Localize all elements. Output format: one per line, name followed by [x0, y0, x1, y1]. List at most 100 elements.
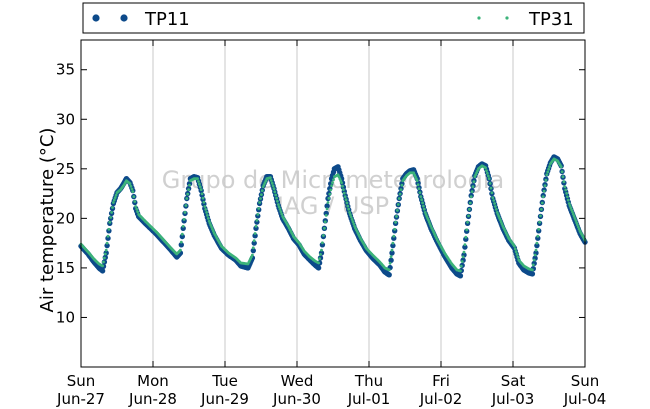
point-tp31 — [318, 257, 321, 261]
point-tp31 — [111, 206, 114, 209]
point-tp31 — [131, 190, 135, 194]
point-tp31 — [326, 201, 330, 204]
legend-box — [82, 2, 585, 34]
point-tp31 — [532, 258, 536, 262]
point-tp31 — [460, 260, 464, 263]
point-tp31 — [396, 203, 400, 206]
point-tp31 — [251, 246, 255, 250]
point-tp31 — [180, 232, 184, 236]
point-tp31 — [468, 201, 472, 205]
point-tp31 — [561, 175, 565, 179]
point-tp31 — [323, 226, 326, 230]
point-tp31 — [331, 181, 334, 185]
point-tp31 — [388, 261, 392, 265]
point-tp31 — [533, 253, 537, 257]
point-tp31 — [129, 184, 133, 188]
point-tp31 — [461, 255, 465, 259]
point-tp31 — [459, 269, 462, 273]
legend-marker-tp31-a — [477, 16, 481, 20]
point-tp31 — [317, 261, 320, 265]
point-tp31 — [421, 201, 424, 205]
point-tp31 — [389, 255, 393, 259]
point-tp31 — [350, 218, 354, 221]
point-tp31 — [419, 195, 423, 199]
point-tp31 — [547, 167, 550, 171]
point-tp11 — [180, 225, 186, 231]
point-tp11 — [324, 203, 330, 209]
point-tp31 — [494, 208, 498, 211]
point-tp31 — [468, 208, 471, 211]
point-tp31 — [514, 250, 518, 254]
point-tp31 — [560, 170, 564, 174]
point-tp31 — [183, 211, 187, 214]
point-tp31 — [396, 209, 399, 212]
point-tp31 — [104, 248, 108, 252]
point-tp31 — [465, 228, 469, 232]
point-tp31 — [344, 198, 348, 202]
point-tp31 — [188, 183, 191, 187]
point-tp31 — [538, 220, 541, 224]
point-tp31 — [202, 200, 206, 204]
point-tp31 — [400, 183, 404, 187]
point-tp11 — [535, 235, 541, 241]
point-tp31 — [576, 225, 580, 229]
point-tp31 — [534, 248, 538, 252]
point-tp31 — [280, 212, 284, 216]
point-tp31 — [393, 227, 397, 231]
point-tp31 — [548, 165, 551, 169]
point-tp31 — [346, 204, 350, 208]
point-tp31 — [467, 214, 470, 218]
point-tp31 — [471, 185, 475, 189]
point-tp31 — [342, 191, 346, 195]
point-tp31 — [464, 235, 468, 239]
point-tp31 — [107, 227, 111, 231]
point-tp11 — [388, 257, 394, 263]
point-tp31 — [565, 192, 568, 195]
point-tp31 — [114, 193, 118, 197]
point-tp31 — [566, 195, 569, 199]
point-tp31 — [349, 213, 352, 217]
point-tp31 — [571, 210, 574, 214]
point-tp31 — [328, 192, 332, 196]
point-tp31 — [341, 184, 344, 188]
point-tp31 — [340, 181, 343, 185]
point-tp31 — [397, 197, 401, 200]
point-tp31 — [564, 188, 568, 192]
point-tp31 — [196, 177, 200, 181]
point-tp31 — [206, 214, 209, 217]
point-tp31 — [486, 174, 490, 178]
point-tp31 — [540, 201, 544, 205]
point-tp31 — [260, 193, 263, 197]
point-tp31 — [112, 198, 116, 202]
plot-frame — [80, 39, 586, 368]
point-tp11 — [463, 236, 469, 242]
point-tp31 — [488, 182, 492, 185]
y-tick-label: 20 — [56, 209, 75, 227]
point-tp11 — [250, 247, 256, 254]
point-tp31 — [277, 205, 281, 209]
point-tp31 — [352, 222, 356, 226]
point-tp31 — [136, 210, 140, 214]
point-tp31 — [572, 214, 576, 218]
point-tp31 — [103, 256, 106, 260]
point-tp31 — [327, 196, 331, 200]
x-tick-label-day: Tue — [211, 372, 238, 390]
series-tp31 — [79, 157, 587, 273]
point-tp31 — [484, 166, 487, 170]
point-tp11 — [323, 210, 329, 217]
point-tp31 — [343, 195, 347, 199]
point-tp31 — [325, 207, 329, 211]
point-tp31 — [516, 255, 520, 259]
point-tp31 — [544, 178, 548, 182]
point-tp31 — [513, 244, 516, 248]
point-tp31 — [271, 184, 275, 188]
y-tick-label: 25 — [56, 160, 75, 178]
point-tp31 — [182, 218, 186, 221]
point-tp31 — [254, 224, 258, 228]
point-tp31 — [469, 195, 473, 199]
x-tick-label-day: Sun — [571, 372, 600, 390]
point-tp11 — [251, 240, 257, 246]
legend-label-tp11: TP11 — [144, 9, 190, 30]
x-tick-label-day: Sat — [501, 372, 526, 390]
point-tp31 — [258, 201, 261, 204]
